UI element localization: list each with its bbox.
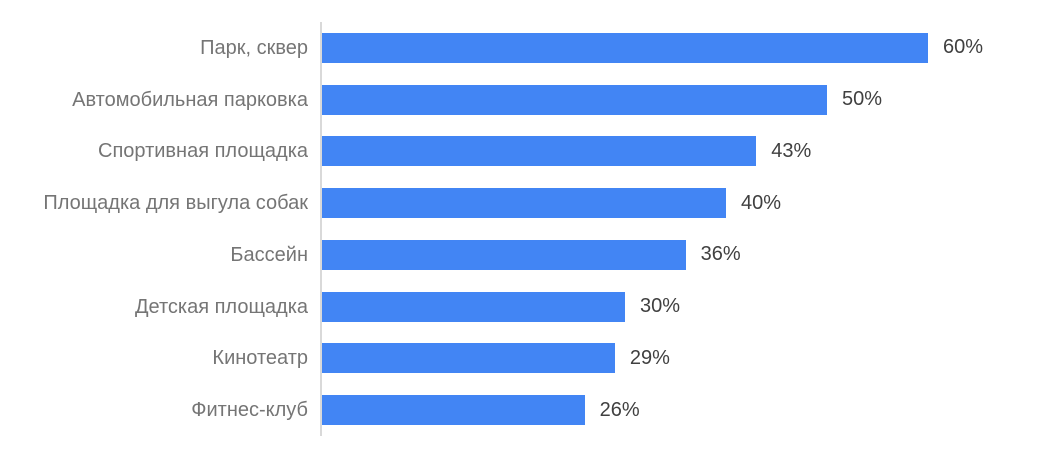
chart-plot-area: Парк, сквер 60% Автомобильная парковка 50% С…: [0, 22, 1058, 436]
chart-row: Парк, сквер 60%: [0, 22, 1058, 74]
bar: [322, 395, 585, 426]
plot-cell: 60%: [320, 22, 1058, 74]
chart-row: Детская площадка 30%: [0, 280, 1058, 333]
chart-row: Спортивная площадка 43%: [0, 125, 1058, 178]
value-label: 36%: [700, 243, 741, 266]
plot-cell: 43%: [320, 125, 1058, 178]
category-label: Кинотеатр: [212, 347, 308, 370]
category-label: Автомобильная парковка: [72, 88, 308, 111]
bar: [322, 291, 625, 322]
value-label: 30%: [640, 295, 681, 318]
plot-cell: 50%: [320, 73, 1058, 126]
value-label: 40%: [741, 191, 782, 214]
plot-cell: 30%: [320, 280, 1058, 333]
category-label: Детская площадка: [134, 295, 308, 318]
value-label: 43%: [771, 139, 812, 162]
plot-cell: 36%: [320, 229, 1058, 281]
category-label: Площадка для выгула собак: [43, 192, 308, 215]
value-label: 26%: [599, 398, 640, 421]
bar: [322, 239, 686, 270]
bar: [322, 188, 726, 219]
value-label: 60%: [943, 36, 984, 59]
bar: [322, 136, 757, 167]
value-label: 29%: [629, 346, 670, 369]
chart-row: Фитнес-клуб 26%: [0, 384, 1058, 436]
bar: [322, 84, 827, 115]
category-label: Спортивная площадка: [98, 140, 308, 163]
chart-row: Бассейн 36%: [0, 229, 1058, 281]
bar: [322, 343, 615, 374]
category-label: Фитнес-клуб: [191, 399, 308, 422]
category-label: Парк, сквер: [200, 36, 308, 59]
chart-row: Площадка для выгула собак 40%: [0, 177, 1058, 229]
value-label: 50%: [842, 88, 883, 111]
chart-row: Кинотеатр 29%: [0, 332, 1058, 385]
plot-cell: 29%: [320, 332, 1058, 385]
plot-cell: 26%: [320, 384, 1058, 436]
chart-row: Автомобильная парковка 50%: [0, 73, 1058, 126]
category-label: Бассейн: [230, 243, 308, 266]
plot-cell: 40%: [320, 177, 1058, 229]
bar: [322, 32, 928, 63]
